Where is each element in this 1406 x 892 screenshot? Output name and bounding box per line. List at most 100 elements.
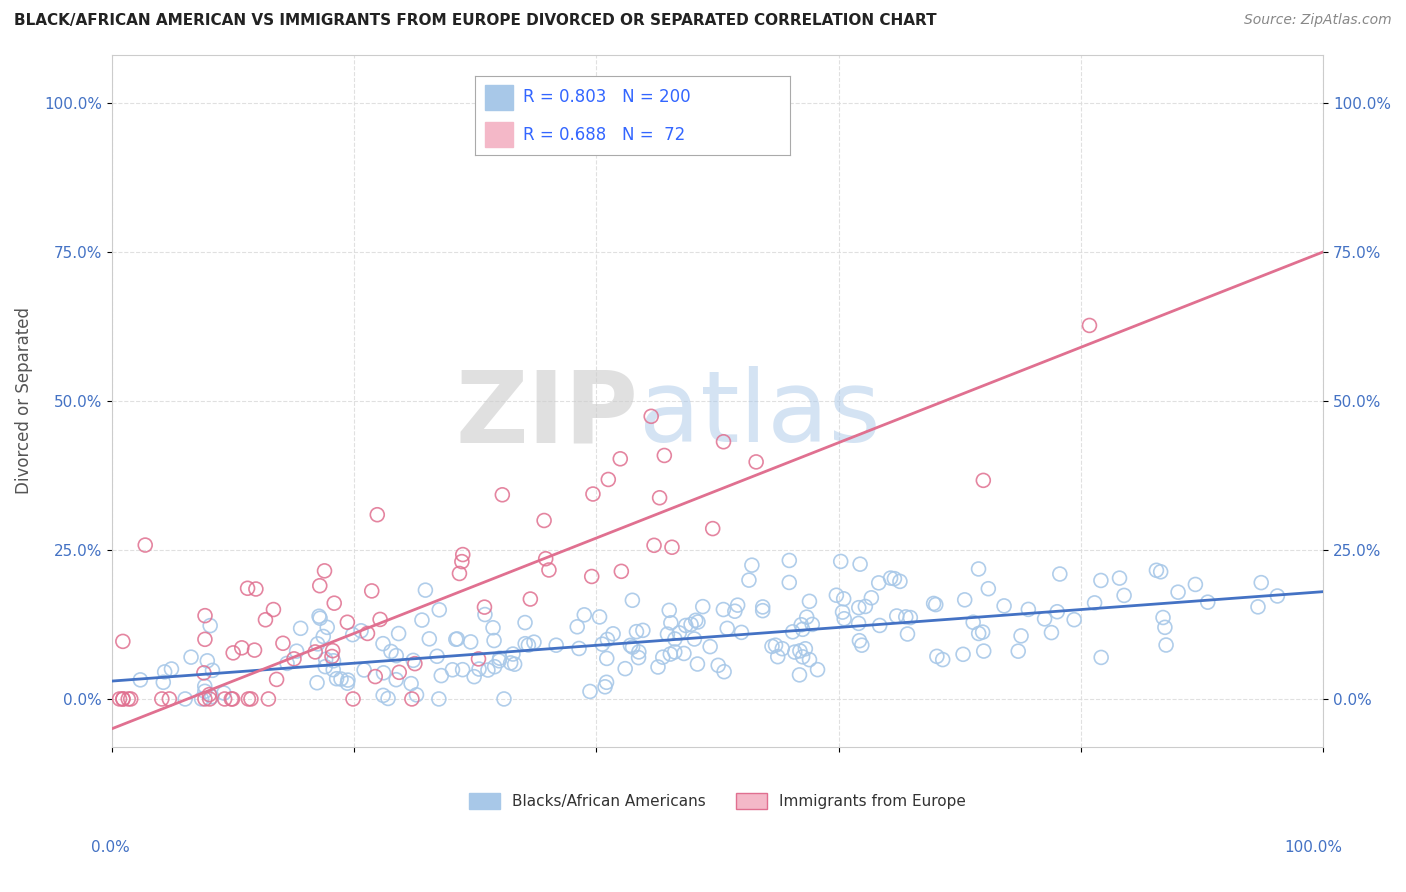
Point — [1108, 571, 1130, 585]
Point — [502, 647, 524, 661]
Point — [418, 632, 440, 646]
Point — [368, 612, 391, 626]
Point — [517, 638, 540, 652]
Point — [848, 600, 870, 615]
Point — [350, 624, 373, 638]
Point — [851, 638, 873, 652]
Point — [212, 686, 235, 700]
Point — [312, 630, 335, 644]
Point — [305, 675, 328, 690]
Point — [373, 665, 395, 680]
Point — [657, 627, 679, 641]
Point — [770, 641, 793, 656]
Point — [848, 633, 870, 648]
Point — [751, 604, 773, 618]
Point — [588, 610, 610, 624]
Point — [411, 613, 433, 627]
Point — [460, 635, 482, 649]
Point — [307, 637, 329, 651]
Point — [194, 684, 217, 698]
Point — [314, 659, 336, 673]
Point — [1084, 596, 1107, 610]
Legend: Blacks/African Americans, Immigrants from Europe: Blacks/African Americans, Immigrants fro… — [463, 787, 972, 815]
Point — [614, 662, 637, 676]
Y-axis label: Divorced or Separated: Divorced or Separated — [15, 308, 32, 494]
Point — [898, 610, 921, 624]
Point — [1078, 318, 1101, 333]
Point — [174, 692, 197, 706]
Point — [1049, 567, 1071, 582]
Point — [602, 627, 624, 641]
Point — [640, 409, 662, 424]
Point — [1150, 565, 1173, 579]
Point — [231, 640, 253, 655]
Point — [245, 582, 267, 596]
Point — [582, 487, 605, 501]
Point — [468, 662, 491, 676]
Point — [276, 657, 298, 671]
Point — [482, 633, 505, 648]
Point — [371, 637, 394, 651]
Point — [444, 632, 467, 647]
Point — [404, 657, 426, 671]
Point — [794, 641, 817, 656]
Point — [426, 649, 449, 664]
Point — [488, 651, 510, 665]
Point — [894, 610, 917, 624]
Point — [336, 676, 359, 690]
Point — [972, 474, 994, 488]
Point — [879, 571, 901, 585]
Text: 0.0%: 0.0% — [91, 840, 131, 855]
Point — [652, 449, 675, 463]
Point — [271, 636, 294, 650]
Point — [699, 640, 721, 654]
Point — [356, 626, 378, 640]
Point — [1046, 605, 1069, 619]
Point — [477, 663, 499, 677]
Point — [681, 617, 703, 632]
Point — [1017, 602, 1039, 616]
Point — [1197, 595, 1219, 609]
Point — [664, 632, 686, 646]
Point — [221, 692, 243, 706]
Point — [266, 673, 288, 687]
Point — [799, 653, 821, 667]
Point — [711, 602, 734, 616]
Point — [257, 692, 280, 706]
Point — [730, 625, 752, 640]
Point — [621, 593, 644, 607]
Point — [430, 668, 453, 682]
Point — [668, 626, 690, 640]
Point — [568, 641, 591, 656]
Point — [849, 557, 872, 571]
Point — [290, 621, 312, 635]
Point — [201, 690, 224, 704]
Point — [831, 605, 853, 619]
Point — [441, 663, 464, 677]
Point — [967, 626, 990, 640]
Point — [451, 548, 474, 562]
Point — [342, 692, 364, 706]
Point — [488, 654, 510, 668]
Point — [610, 565, 633, 579]
Point — [415, 583, 437, 598]
Point — [451, 555, 474, 569]
Point — [449, 566, 471, 581]
Point — [581, 569, 603, 583]
Point — [1267, 589, 1289, 603]
Point — [830, 554, 852, 568]
Point — [761, 640, 783, 654]
Point — [519, 592, 541, 607]
Point — [283, 652, 305, 666]
Point — [1144, 563, 1167, 577]
Point — [190, 692, 212, 706]
Point — [631, 624, 654, 638]
Point — [195, 654, 218, 668]
Point — [336, 615, 359, 630]
Point — [593, 680, 616, 694]
Point — [534, 551, 557, 566]
Point — [724, 604, 747, 618]
Point — [111, 692, 134, 706]
Point — [686, 657, 709, 671]
Point — [806, 663, 828, 677]
